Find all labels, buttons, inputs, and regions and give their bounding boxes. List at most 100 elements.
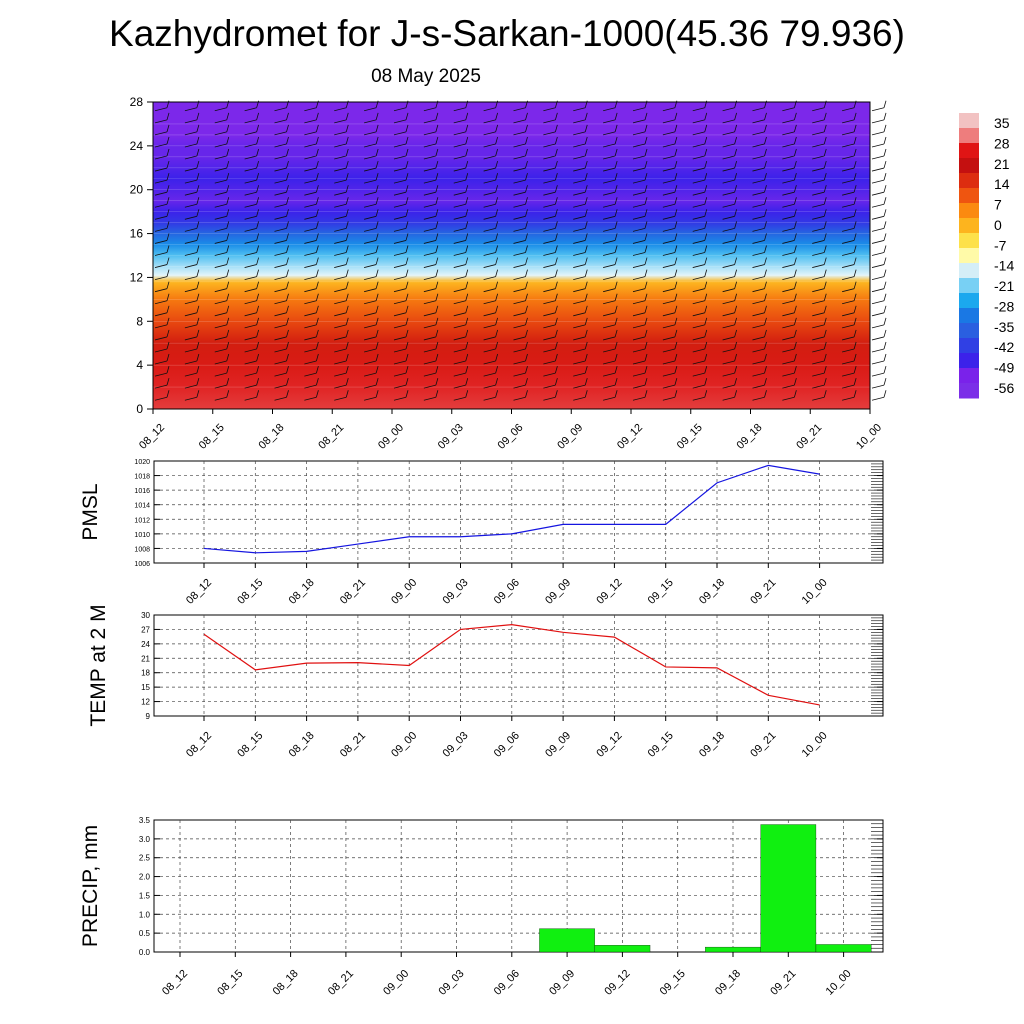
wind-barb (483, 227, 496, 232)
wind-barb (603, 396, 616, 401)
wind-barb-flag (764, 390, 767, 398)
colorbar-swatch (959, 248, 979, 264)
wind-barb-flag (614, 160, 618, 169)
y-tick-label: 1016 (134, 488, 150, 495)
wind-barb (453, 179, 466, 184)
wind-barb (632, 252, 646, 256)
wind-barb (722, 288, 735, 293)
wind-barb-flag (495, 329, 499, 338)
wind-barb (543, 360, 556, 365)
wind-barb-flag (315, 124, 319, 133)
wind-barb (423, 396, 436, 401)
wind-barb-flag (345, 245, 349, 253)
wind-barb (782, 252, 795, 256)
wind-barb (871, 227, 885, 232)
wind-barb-flag (674, 257, 678, 265)
wind-barb-flag (465, 148, 469, 157)
wind-barb (154, 119, 168, 124)
wind-barb (364, 131, 377, 136)
wind-barb-flag (256, 353, 260, 362)
wind-barb (632, 191, 646, 196)
wind-barb-flag (315, 112, 319, 120)
wind-barb (364, 203, 377, 208)
y-tick-label: 1010 (134, 532, 150, 539)
wind-barb-flag (226, 341, 230, 350)
colorbar-label: -21 (994, 278, 1014, 294)
wind-barb-flag (525, 257, 528, 265)
wind-barb-flag (644, 209, 648, 217)
wind-barb (632, 300, 646, 305)
wind-barb-flag (793, 293, 797, 301)
wind-barb (423, 312, 436, 317)
wind-barb (214, 119, 227, 124)
wind-barb (662, 227, 675, 232)
wind-barb (244, 131, 257, 136)
wind-barb-flag (495, 305, 499, 313)
wind-barb (393, 312, 407, 317)
wind-barb (154, 167, 168, 172)
wind-barb-flag (644, 353, 648, 362)
wind-barb (453, 215, 466, 220)
wind-barb (364, 119, 377, 124)
wind-barb-flag (286, 221, 289, 229)
wind-barb (334, 143, 347, 148)
wind-barb-flag (853, 221, 857, 229)
wind-barb (304, 252, 317, 256)
wind-barb-flag (704, 305, 708, 313)
wind-barb (812, 396, 825, 401)
wind-barb-flag (465, 305, 469, 313)
wind-barb (573, 264, 586, 268)
wind-barb-flag (375, 136, 379, 145)
wind-barb (244, 215, 257, 220)
wind-barb (603, 155, 616, 160)
wind-barb-flag (375, 378, 379, 386)
wind-barb-flag (614, 281, 618, 289)
wind-barb-flag (286, 353, 289, 362)
wind-barb-flag (465, 269, 469, 277)
wind-barb-flag (286, 197, 289, 205)
wind-barb-flag (764, 245, 767, 253)
wind-barb (334, 276, 347, 281)
wind-barb-flag (256, 173, 260, 181)
wind-barb (214, 372, 227, 377)
wind-barb-flag (435, 317, 439, 325)
wind-barb (871, 155, 885, 160)
wind-barb-flag (823, 245, 827, 253)
wind-barb-flag (525, 148, 528, 157)
wind-barb-flag (883, 209, 887, 217)
wind-barb-flag (554, 233, 558, 241)
wind-barb-flag (405, 148, 409, 157)
wind-barb-flag (793, 269, 797, 277)
wind-barb-flag (495, 378, 499, 386)
wind-barb (603, 384, 616, 389)
wind-barb-flag (405, 353, 409, 362)
wind-barb-flag (644, 245, 648, 253)
wind-barb-flag (226, 112, 230, 120)
wind-barb (274, 312, 287, 317)
wind-barb (184, 300, 197, 305)
wind-barb-flag (525, 353, 528, 362)
wind-barb (364, 372, 377, 377)
wind-barb (274, 324, 287, 329)
wind-barb-flag (853, 317, 857, 325)
wind-barb (244, 360, 257, 365)
colorbar-swatch (959, 278, 979, 294)
wind-barb-flag (286, 160, 289, 169)
wind-barb (662, 300, 675, 305)
wind-barb (632, 276, 646, 281)
wind-barb (513, 227, 526, 232)
wind-barb (812, 252, 825, 256)
wind-barb (483, 276, 496, 281)
wind-barb (573, 203, 586, 208)
wind-barb (393, 227, 407, 232)
wind-barb-flag (286, 233, 289, 241)
wind-barb (244, 288, 257, 293)
wind-barb-flag (286, 317, 289, 325)
wind-barb-flag (823, 136, 827, 145)
wind-barb-flag (823, 124, 827, 133)
wind-barb (722, 252, 735, 256)
wind-barb-flag (734, 124, 738, 133)
wind-barb (423, 131, 436, 136)
wind-barb (573, 167, 586, 172)
wind-barb (692, 384, 705, 389)
